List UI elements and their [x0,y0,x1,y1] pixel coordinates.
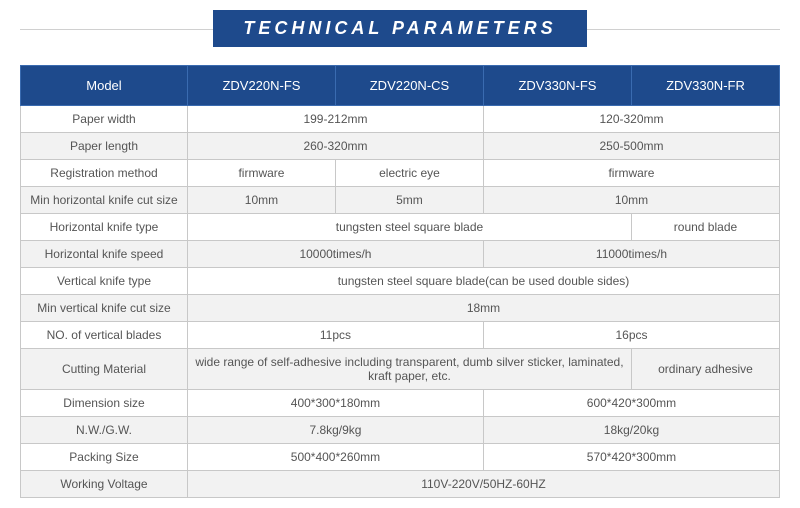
header-model-3: ZDV330N-FR [631,66,779,106]
row-cell: 5mm [335,187,483,214]
header-model-2: ZDV330N-FS [483,66,631,106]
table-row: N.W./G.W.7.8kg/9kg18kg/20kg [21,417,780,444]
spec-table: Model ZDV220N-FS ZDV220N-CS ZDV330N-FS Z… [20,65,780,498]
row-label: Registration method [21,160,188,187]
table-row: Min vertical knife cut size18mm [21,295,780,322]
row-label: Paper width [21,106,188,133]
row-label: Paper length [21,133,188,160]
row-cell: 250-500mm [483,133,779,160]
table-row: Dimension size400*300*180mm600*420*300mm [21,390,780,417]
table-row: Paper length260-320mm250-500mm [21,133,780,160]
row-cell: ordinary adhesive [631,349,779,390]
row-label: Working Voltage [21,471,188,498]
title-bar: TECHNICAL PARAMETERS [20,10,780,47]
table-row: NO. of vertical blades11pcs16pcs [21,322,780,349]
row-cell: 7.8kg/9kg [187,417,483,444]
row-cell: wide range of self-adhesive including tr… [187,349,631,390]
row-cell: 11000times/h [483,241,779,268]
table-row: Min horizontal knife cut size10mm5mm10mm [21,187,780,214]
row-cell: 570*420*300mm [483,444,779,471]
row-cell: 18mm [187,295,779,322]
row-cell: 11pcs [187,322,483,349]
table-row: Horizontal knife typetungsten steel squa… [21,214,780,241]
row-label: Horizontal knife type [21,214,188,241]
row-label: Packing Size [21,444,188,471]
table-row: Vertical knife typetungsten steel square… [21,268,780,295]
row-label: Min vertical knife cut size [21,295,188,322]
row-label: N.W./G.W. [21,417,188,444]
row-cell: 16pcs [483,322,779,349]
row-cell: 400*300*180mm [187,390,483,417]
row-cell: firmware [187,160,335,187]
row-cell: 120-320mm [483,106,779,133]
header-model-1: ZDV220N-CS [335,66,483,106]
row-label: NO. of vertical blades [21,322,188,349]
row-cell: tungsten steel square blade [187,214,631,241]
row-cell: 110V-220V/50HZ-60HZ [187,471,779,498]
header-model-0: ZDV220N-FS [187,66,335,106]
row-cell: 260-320mm [187,133,483,160]
row-cell: 500*400*260mm [187,444,483,471]
row-label: Min horizontal knife cut size [21,187,188,214]
row-cell: 10mm [187,187,335,214]
header-label: Model [21,66,188,106]
row-label: Vertical knife type [21,268,188,295]
row-cell: 18kg/20kg [483,417,779,444]
row-cell: 600*420*300mm [483,390,779,417]
row-label: Dimension size [21,390,188,417]
table-row: Cutting Materialwide range of self-adhes… [21,349,780,390]
row-cell: round blade [631,214,779,241]
table-row: Horizontal knife speed10000times/h11000t… [21,241,780,268]
row-cell: 10mm [483,187,779,214]
row-cell: tungsten steel square blade(can be used … [187,268,779,295]
table-row: Working Voltage110V-220V/50HZ-60HZ [21,471,780,498]
row-cell: firmware [483,160,779,187]
row-cell: electric eye [335,160,483,187]
table-row: Packing Size500*400*260mm570*420*300mm [21,444,780,471]
header-row: Model ZDV220N-FS ZDV220N-CS ZDV330N-FS Z… [21,66,780,106]
row-label: Cutting Material [21,349,188,390]
table-row: Registration methodfirmwareelectric eyef… [21,160,780,187]
page-title: TECHNICAL PARAMETERS [213,10,586,47]
table-row: Paper width199-212mm120-320mm [21,106,780,133]
row-cell: 10000times/h [187,241,483,268]
row-label: Horizontal knife speed [21,241,188,268]
row-cell: 199-212mm [187,106,483,133]
